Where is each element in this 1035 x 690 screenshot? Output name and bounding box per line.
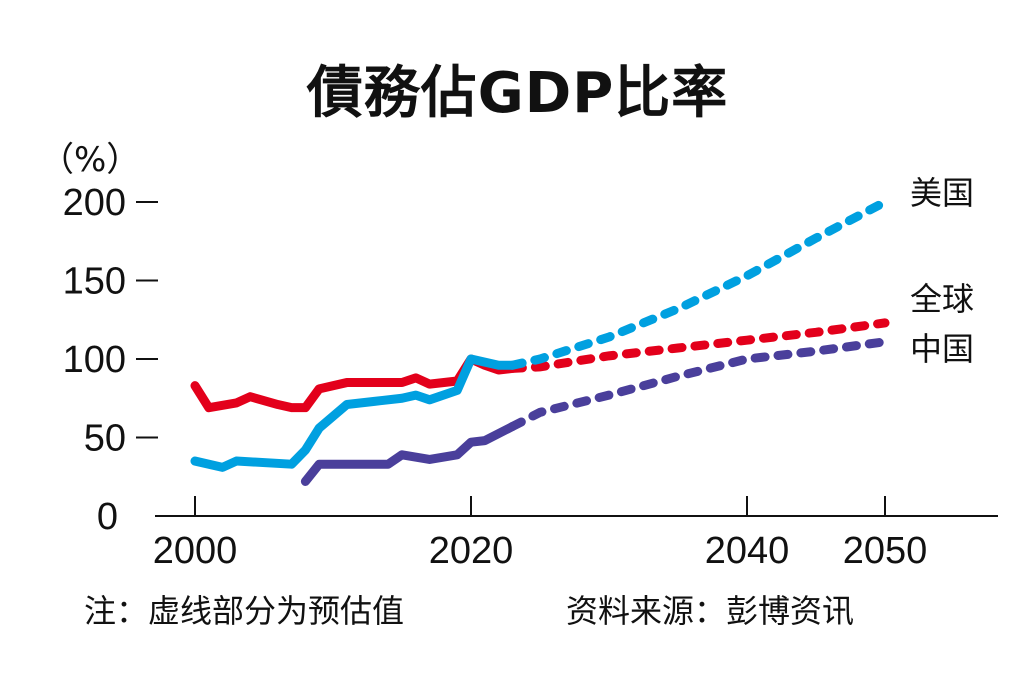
- series-line-projected: [507, 337, 890, 432]
- y-tick-label: 100: [63, 339, 126, 381]
- series-line-projected: [507, 197, 890, 370]
- series-label: 中国: [910, 330, 974, 368]
- y-tick-label: 150: [63, 261, 126, 303]
- series-label: 美国: [910, 174, 974, 212]
- x-tick-label: 2040: [705, 530, 790, 572]
- series-line-actual: [190, 354, 517, 472]
- x-tick-label: 2050: [843, 530, 928, 572]
- y-tick-label: 200: [63, 182, 126, 224]
- series-line-projected: [507, 318, 890, 373]
- y-tick-label: 50: [84, 418, 126, 460]
- x-tick-label: 2020: [429, 530, 514, 572]
- x-tick-label: 2000: [153, 530, 238, 572]
- series-line-actual: [300, 422, 517, 486]
- footnote: 注：虚线部分为预估值: [84, 592, 405, 630]
- source-note: 资料来源：彭博资讯: [566, 592, 855, 630]
- y-tick-label: 0: [97, 496, 118, 538]
- chart-title: 債務佔GDP比率: [306, 61, 729, 126]
- series-label: 全球: [910, 280, 974, 318]
- y-axis-unit: （%）: [40, 140, 141, 180]
